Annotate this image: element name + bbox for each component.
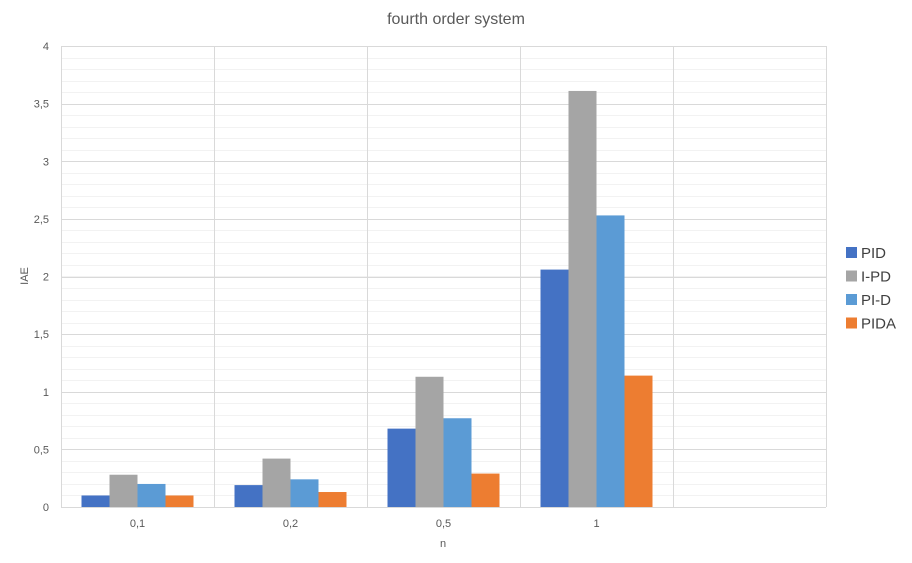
y-tick-label: 3 xyxy=(43,156,49,168)
y-tick-label: 2,5 xyxy=(34,214,49,226)
legend-swatch xyxy=(846,317,857,329)
bar-pida xyxy=(471,473,500,507)
legend-swatch xyxy=(846,270,857,282)
bar-i-pd xyxy=(568,90,597,507)
bar-pid xyxy=(387,428,416,507)
y-tick-label: 3,5 xyxy=(34,99,49,111)
bar-pid xyxy=(81,495,110,507)
x-tick-label: 0,1 xyxy=(130,518,145,530)
bar-pi-d xyxy=(137,483,166,507)
legend-label: PIDA xyxy=(861,316,896,333)
bar-pi-d xyxy=(596,215,625,508)
bars xyxy=(81,90,653,508)
bar-pid xyxy=(234,485,263,507)
y-axis-label: IAE xyxy=(19,267,31,285)
x-axis-label: n xyxy=(440,538,446,550)
y-tick-label: 4 xyxy=(43,41,49,53)
x-axis-ticks: 0,1 0,2 0,5 1 xyxy=(130,518,600,530)
legend-swatch xyxy=(846,247,857,258)
x-tick-label: 0,5 xyxy=(436,518,451,530)
y-tick-label: 1 xyxy=(43,387,49,399)
legend-label: I-PD xyxy=(861,269,891,286)
bar-pida xyxy=(165,495,194,507)
legend: PID I-PD PI-D PIDA xyxy=(846,245,896,333)
chart-title: fourth order system xyxy=(387,11,525,28)
y-axis-ticks: 0 0,5 1 1,5 2 2,5 3 3,5 4 xyxy=(34,41,49,514)
bar-pida xyxy=(624,375,653,507)
legend-label: PID xyxy=(861,245,886,262)
legend-swatch xyxy=(846,294,857,305)
grid xyxy=(61,46,827,508)
y-tick-label: 2 xyxy=(43,272,49,284)
y-tick-label: 0,5 xyxy=(34,444,49,456)
bar-pid xyxy=(540,269,569,507)
bar-pida xyxy=(318,492,347,507)
bar-i-pd xyxy=(415,376,444,507)
bar-i-pd xyxy=(262,458,291,507)
x-tick-label: 1 xyxy=(593,518,599,530)
bar-i-pd xyxy=(109,474,138,507)
y-tick-label: 1,5 xyxy=(34,329,49,341)
bar-pi-d xyxy=(443,418,472,507)
legend-label: PI-D xyxy=(861,292,891,309)
bar-pi-d xyxy=(290,479,319,507)
x-tick-label: 0,2 xyxy=(283,518,298,530)
y-tick-label: 0 xyxy=(43,502,49,514)
